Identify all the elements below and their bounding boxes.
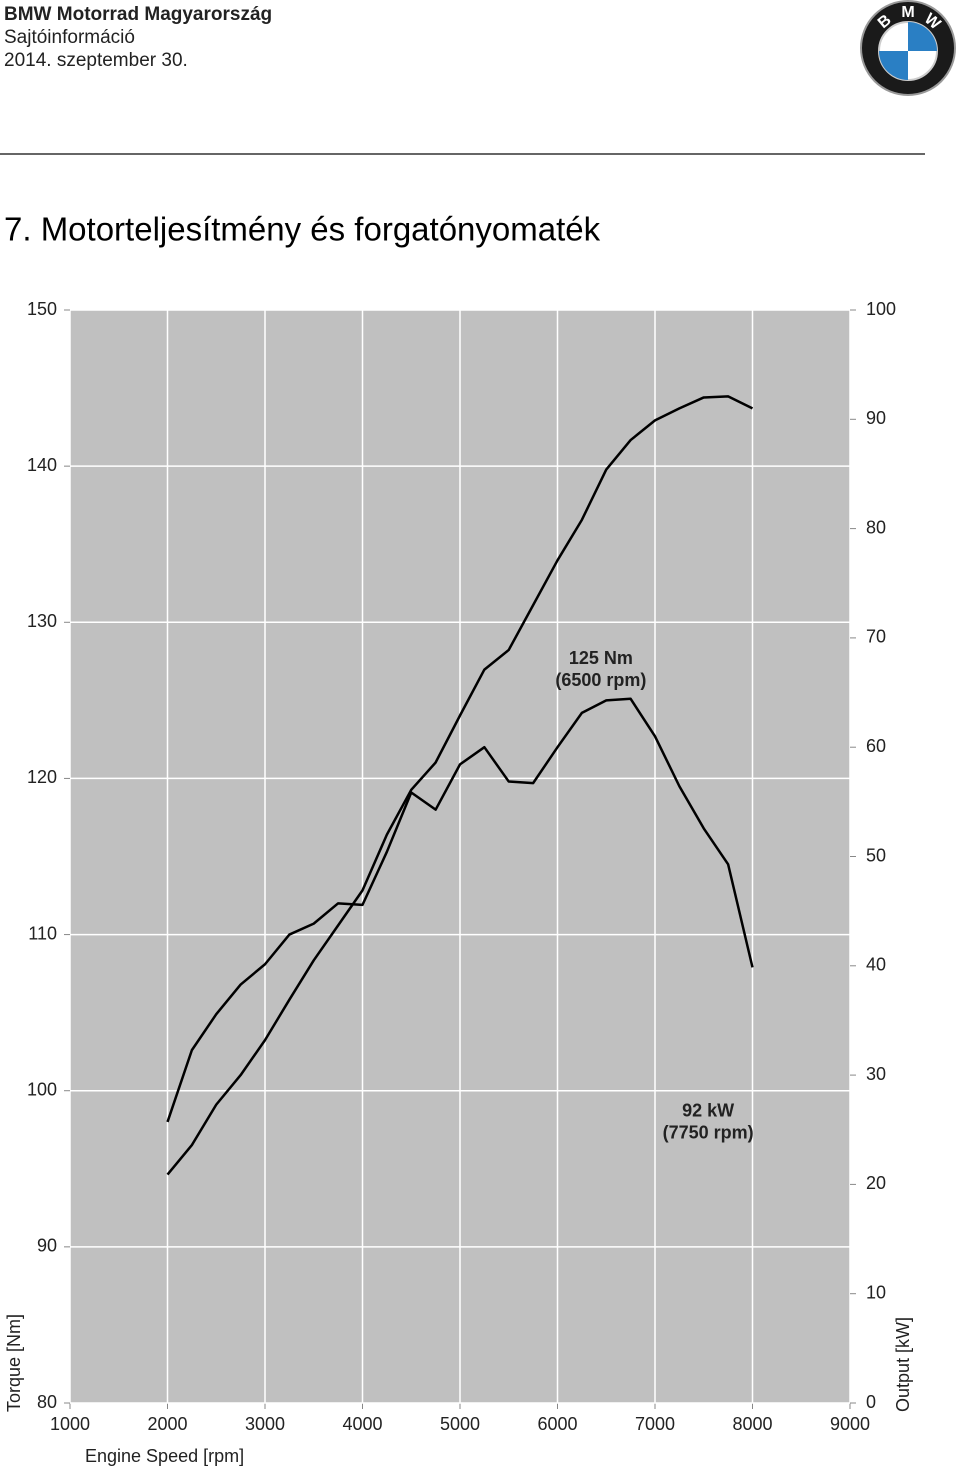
y2-tick-label: 90 xyxy=(866,408,886,428)
y2-tick-label: 30 xyxy=(866,1064,886,1084)
y-tick-label: 140 xyxy=(27,455,57,475)
y-axis-label: Torque [Nm] xyxy=(4,1314,24,1412)
y-tick-label: 130 xyxy=(27,611,57,631)
x-tick-label: 7000 xyxy=(635,1414,675,1434)
doc-kind: Sajtóinformáció xyxy=(4,27,135,48)
y-tick-label: 150 xyxy=(27,299,57,319)
x-tick-label: 2000 xyxy=(147,1414,187,1434)
annotation: 125 Nm xyxy=(569,648,633,668)
y2-tick-label: 60 xyxy=(866,736,886,756)
x-tick-label: 4000 xyxy=(342,1414,382,1434)
y2-tick-label: 50 xyxy=(866,845,886,865)
y2-tick-label: 10 xyxy=(866,1282,886,1302)
y-tick-label: 120 xyxy=(27,767,57,787)
company: BMW Motorrad Magyarország xyxy=(4,4,272,25)
x-tick-label: 5000 xyxy=(440,1414,480,1434)
x-tick-label: 9000 xyxy=(830,1414,870,1434)
date: 2014. szeptember 30. xyxy=(4,50,188,71)
series-line xyxy=(166,697,754,1123)
section-title: 7. Motorteljesítmény és forgatónyomaték xyxy=(4,211,601,248)
x-axis-label: Engine Speed [rpm] xyxy=(85,1446,244,1466)
y2-tick-label: 100 xyxy=(866,299,896,319)
y2-tick-label: 70 xyxy=(866,627,886,647)
logo-letter: M xyxy=(901,4,914,21)
y2-tick-label: 80 xyxy=(866,517,886,537)
x-tick-label: 3000 xyxy=(245,1414,285,1434)
y-tick-label: 100 xyxy=(27,1079,57,1099)
x-tick-label: 6000 xyxy=(537,1414,577,1434)
y-tick-label: 110 xyxy=(28,923,57,943)
x-tick-label: 1000 xyxy=(50,1414,90,1434)
y-tick-label: 80 xyxy=(37,1392,57,1412)
y2-tick-label: 40 xyxy=(866,955,886,975)
x-tick-label: 8000 xyxy=(732,1414,772,1434)
annotation: (7750 rpm) xyxy=(663,1123,754,1143)
annotation: (6500 rpm) xyxy=(555,670,646,690)
series-line xyxy=(166,395,754,1176)
annotation: 92 kW xyxy=(682,1101,734,1121)
y2-axis-label: Output [kW] xyxy=(893,1317,913,1412)
bmw-logo: B M W xyxy=(860,0,956,96)
y-tick-label: 90 xyxy=(37,1236,57,1256)
y2-tick-label: 20 xyxy=(866,1173,886,1193)
y2-tick-label: 0 xyxy=(866,1392,876,1412)
